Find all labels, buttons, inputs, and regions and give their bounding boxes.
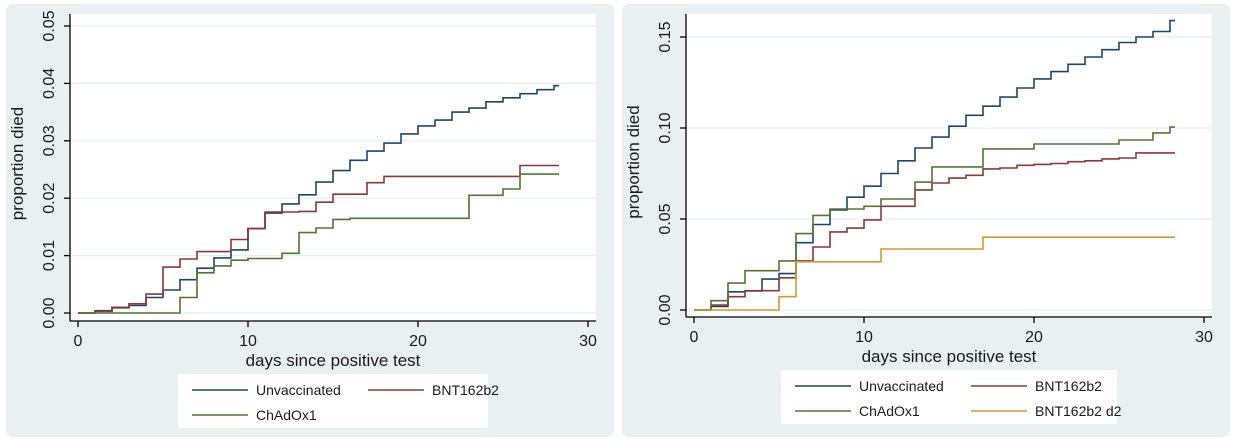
x-tick-label: 0	[74, 333, 83, 350]
series-line-chadox1	[694, 126, 1175, 311]
x-tick-label: 20	[1025, 329, 1043, 346]
legend-label-bnt162b2: BNT162b2	[432, 382, 499, 398]
legend-label-unvaccinated: Unvaccinated	[859, 378, 944, 394]
legend-label-bnt162b2: BNT162b2	[1035, 378, 1102, 394]
x-tick-label: 30	[579, 333, 597, 350]
y-tick-label: 0.04	[41, 68, 58, 99]
y-axis-title: proportion died	[624, 105, 643, 218]
series-line-chadox1	[78, 173, 559, 314]
x-tick-label: 0	[690, 329, 699, 346]
y-tick-label: 0.05	[657, 203, 674, 234]
x-tick-label: 10	[855, 329, 873, 346]
series-line-bnt162b2-d2	[694, 236, 1175, 311]
plot-area	[686, 14, 1212, 317]
y-tick-label: 0.01	[41, 240, 58, 271]
left-survival-chart-panel: 0.00 0.01 0.02 0.03 0.04 0.05 0 10 20 30 days sinc…	[6, 4, 614, 437]
y-tick-label: 0.00	[657, 294, 674, 325]
legend-label-chadox1: ChAdOx1	[256, 407, 317, 423]
y-tick-label: 0.10	[657, 112, 674, 143]
legend-label-chadox1: ChAdOx1	[859, 403, 920, 419]
y-tick-label: 0.05	[41, 10, 58, 41]
y-axis-title: proportion died	[8, 107, 27, 220]
series-line-unvaccinated	[694, 19, 1175, 311]
y-tick-label: 0.03	[41, 125, 58, 156]
x-tick-label: 10	[239, 333, 257, 350]
left-chart-svg: 0.00 0.01 0.02 0.03 0.04 0.05 0 10 20 30 days sinc…	[8, 10, 597, 428]
y-tick-label: 0.02	[41, 183, 58, 214]
x-axis-title: days since positive test	[862, 347, 1037, 366]
y-tick-label: 0.15	[657, 21, 674, 52]
right-survival-chart-panel: 0.00 0.05 0.10 0.15 0 10 20 30 days since positi…	[622, 4, 1230, 437]
x-tick-label: 20	[409, 333, 427, 350]
legend-box	[178, 374, 488, 428]
y-tick-label: 0.00	[41, 297, 58, 328]
legend-box	[781, 370, 1117, 424]
legend-label-unvaccinated: Unvaccinated	[256, 382, 341, 398]
legend-label-bnt162b2-d2: BNT162b2 d2	[1035, 403, 1122, 419]
series-line-bnt162b2	[78, 164, 559, 314]
x-tick-label: 30	[1195, 329, 1213, 346]
x-axis-title: days since positive test	[246, 351, 421, 370]
plot-area	[70, 14, 596, 321]
series-line-bnt162b2	[694, 152, 1175, 311]
right-chart-svg: 0.00 0.05 0.10 0.15 0 10 20 30 days since positi…	[624, 14, 1213, 424]
